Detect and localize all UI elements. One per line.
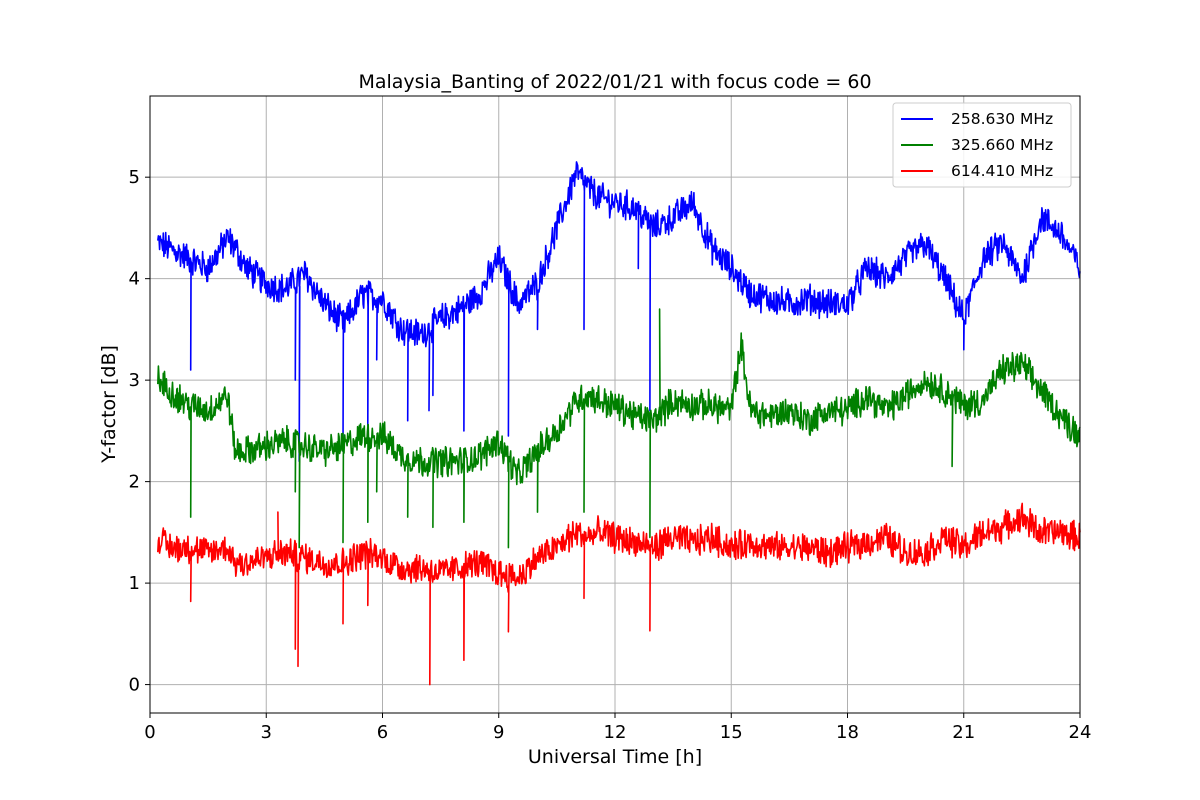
x-tick-label: 9 (493, 722, 504, 743)
y-tick-label: 5 (129, 167, 140, 188)
y-tick-label: 3 (129, 370, 140, 391)
legend: 258.630 MHz 325.660 MHz 614.410 MHz (892, 102, 1072, 188)
legend-label: 258.630 MHz (951, 110, 1053, 128)
x-tick-label: 3 (261, 722, 272, 743)
series-line-1 (157, 161, 1081, 463)
legend-label: 325.660 MHz (951, 136, 1053, 154)
y-tick-label: 2 (129, 472, 140, 493)
series-line-2 (157, 308, 1081, 549)
x-tick-label: 6 (377, 722, 388, 743)
x-tick-label: 15 (720, 722, 743, 743)
y-tick-label: 4 (129, 269, 140, 290)
chart-title: Malaysia_Banting of 2022/01/21 with focu… (358, 71, 871, 93)
x-axis-label: Universal Time [h] (528, 746, 702, 768)
series-line-3 (157, 502, 1081, 686)
y-axis-label: Y-factor [dB] (98, 345, 120, 464)
y-tick-label: 1 (129, 573, 140, 594)
series-group (157, 161, 1081, 686)
x-tick-label: 18 (836, 722, 859, 743)
x-tick-label: 0 (144, 722, 155, 743)
x-tick-label: 12 (604, 722, 627, 743)
y-tick-label: 0 (129, 675, 140, 696)
legend-label: 614.410 MHz (951, 162, 1053, 180)
x-tick-label: 24 (1069, 722, 1092, 743)
x-tick-label: 21 (952, 722, 975, 743)
legend-box (892, 102, 1072, 188)
